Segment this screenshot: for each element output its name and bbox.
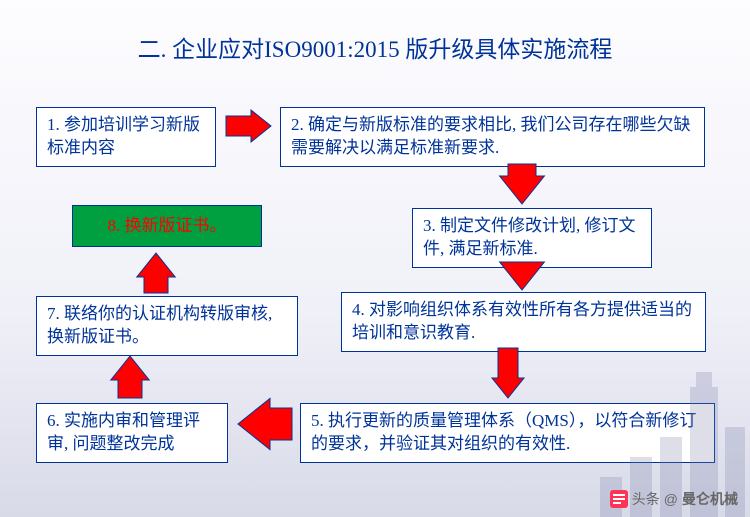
arrow-a5 bbox=[238, 398, 292, 449]
footer-name: 曼仑机械 bbox=[682, 489, 738, 509]
step-3-box: 3. 制定文件修改计划, 修订文件, 满足新标准. bbox=[412, 208, 652, 268]
step-1-text: 1. 参加培训学习新版标准内容 bbox=[47, 115, 200, 157]
step-4-text: 4. 对影响组织体系有效性所有各方提供适当的培训和意识教育. bbox=[352, 300, 692, 342]
arrow-a1 bbox=[226, 110, 271, 142]
arrow-a4 bbox=[492, 348, 524, 398]
step-5-box: 5. 执行更新的质量管理体系（QMS），以符合新修订的要求，并验证其对组织的有效… bbox=[300, 403, 715, 463]
step-6-text: 6. 实施内审和管理评审, 问题整改完成 bbox=[47, 411, 200, 453]
footer-label: 头条 bbox=[632, 489, 660, 509]
step-7-box: 7. 联络你的认证机构转版审核, 换新版证书。 bbox=[36, 296, 298, 356]
arrow-a7 bbox=[137, 253, 175, 293]
page-title: 二. 企业应对ISO9001:2015 版升级具体实施流程 bbox=[0, 30, 750, 64]
step-3-text: 3. 制定文件修改计划, 修订文件, 满足新标准. bbox=[423, 216, 636, 258]
step-6-box: 6. 实施内审和管理评审, 问题整改完成 bbox=[36, 403, 228, 463]
arrow-a6 bbox=[111, 356, 149, 398]
step-8-box: 8. 换新版证书。 bbox=[72, 205, 262, 247]
toutiao-logo-icon bbox=[610, 490, 628, 508]
title-text: 二. 企业应对ISO9001:2015 版升级具体实施流程 bbox=[138, 37, 613, 62]
step-2-box: 2. 确定与新版标准的要求相比, 我们公司存在哪些欠缺需要解决以满足标准新要求. bbox=[280, 107, 705, 167]
step-8-text: 8. 换新版证书。 bbox=[108, 215, 227, 238]
footer-at: @ bbox=[664, 491, 678, 507]
step-4-box: 4. 对影响组织体系有效性所有各方提供适当的培训和意识教育. bbox=[341, 292, 706, 352]
step-1-box: 1. 参加培训学习新版标准内容 bbox=[36, 107, 216, 167]
arrow-a2 bbox=[500, 164, 545, 204]
step-5-text: 5. 执行更新的质量管理体系（QMS），以符合新修订的要求，并验证其对组织的有效… bbox=[311, 411, 696, 453]
step-7-text: 7. 联络你的认证机构转版审核, 换新版证书。 bbox=[47, 304, 272, 346]
footer-attribution: 头条 @ 曼仑机械 bbox=[610, 489, 738, 509]
step-2-text: 2. 确定与新版标准的要求相比, 我们公司存在哪些欠缺需要解决以满足标准新要求. bbox=[291, 115, 691, 157]
